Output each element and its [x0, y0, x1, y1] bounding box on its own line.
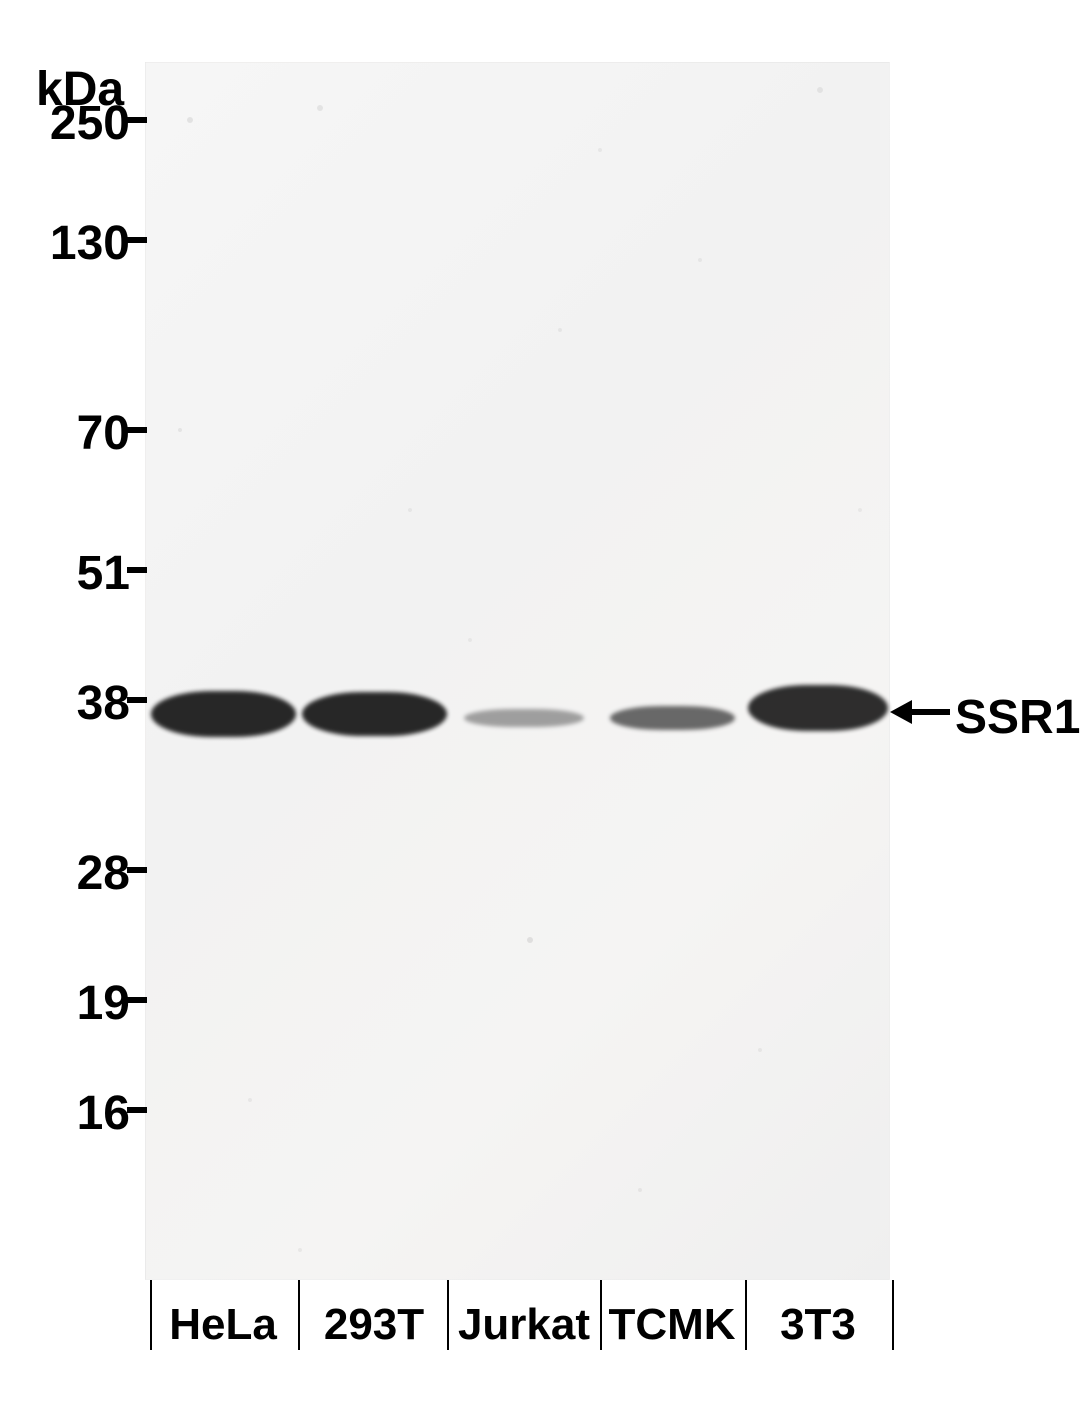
lane-label: 293T	[299, 1300, 449, 1350]
mw-marker-label: 19	[30, 976, 130, 1031]
noise-speck	[298, 1248, 302, 1252]
noise-speck	[248, 1098, 252, 1102]
mw-marker-tick	[127, 697, 147, 703]
mw-marker-tick	[127, 427, 147, 433]
mw-marker-tick	[127, 567, 147, 573]
noise-speck	[527, 937, 533, 943]
lane-label: Jurkat	[449, 1300, 599, 1350]
protein-band	[302, 692, 447, 736]
mw-marker-label: 250	[30, 96, 130, 151]
noise-speck	[178, 428, 182, 432]
protein-band	[464, 709, 584, 727]
mw-marker-label: 38	[30, 676, 130, 731]
target-label: SSR1	[955, 690, 1080, 745]
mw-marker-tick	[127, 997, 147, 1003]
mw-marker-label: 130	[30, 216, 130, 271]
mw-marker-tick	[127, 1107, 147, 1113]
noise-speck	[817, 87, 823, 93]
mw-marker-label: 16	[30, 1086, 130, 1141]
noise-speck	[698, 258, 702, 262]
western-blot-figure: kDa 250130705138281916 HeLa293TJurkatTCM…	[0, 0, 1080, 1404]
noise-speck	[758, 1048, 762, 1052]
noise-speck	[858, 508, 862, 512]
lane-separator	[892, 1280, 894, 1350]
noise-speck	[187, 117, 193, 123]
mw-marker-tick	[127, 867, 147, 873]
noise-speck	[598, 148, 602, 152]
noise-speck	[638, 1188, 642, 1192]
mw-marker-label: 28	[30, 846, 130, 901]
blot-membrane	[145, 62, 890, 1280]
noise-speck	[468, 638, 472, 642]
mw-marker-tick	[127, 237, 147, 243]
mw-marker-label: 70	[30, 406, 130, 461]
lane-label: TCMK	[597, 1300, 747, 1350]
protein-band	[151, 691, 296, 737]
noise-speck	[408, 508, 412, 512]
mw-marker-tick	[127, 117, 147, 123]
noise-speck	[317, 105, 323, 111]
lane-label: 3T3	[743, 1300, 893, 1350]
protein-band	[748, 685, 888, 731]
noise-speck	[558, 328, 562, 332]
mw-marker-label: 51	[30, 546, 130, 601]
lane-label: HeLa	[148, 1300, 298, 1350]
protein-band	[610, 706, 735, 730]
